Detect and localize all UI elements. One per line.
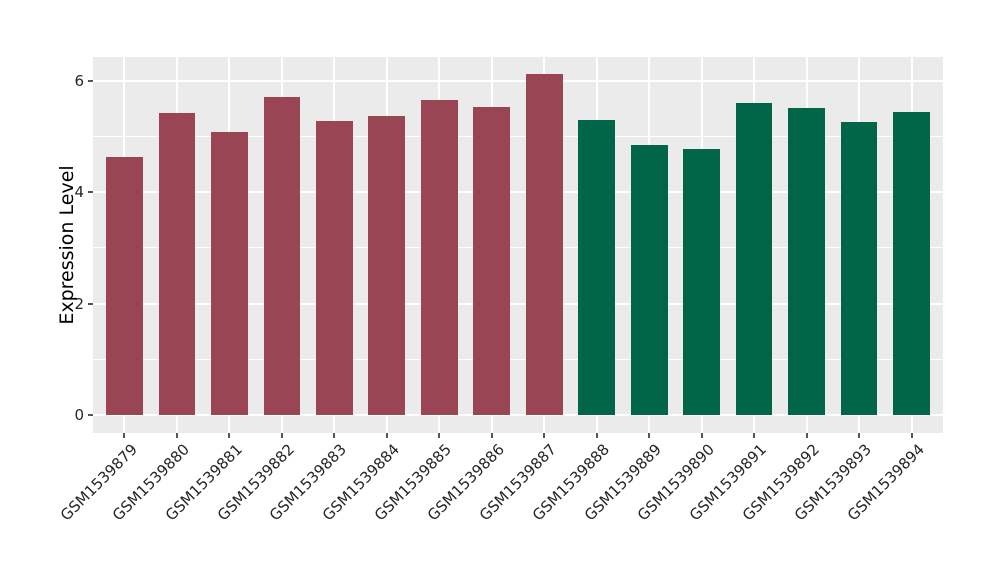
x-axis-tick	[123, 433, 126, 438]
gridline-horizontal-minor	[93, 358, 943, 360]
bar-GSM1539882	[263, 96, 301, 415]
x-axis-tick	[280, 433, 283, 438]
y-tick-label: 2	[74, 294, 84, 313]
y-tick-label: 4	[74, 183, 84, 202]
bar-GSM1539894	[893, 112, 930, 415]
gridline-horizontal-minor	[93, 136, 943, 138]
bar-GSM1539893	[840, 121, 878, 415]
bar-GSM1539888	[578, 119, 616, 415]
y-tick-label: 0	[74, 406, 84, 424]
x-axis-tick	[333, 433, 336, 438]
x-axis-tick	[805, 433, 808, 438]
x-axis-tick	[490, 433, 493, 438]
bar-GSM1539884	[368, 115, 406, 415]
gridline-horizontal-minor	[93, 247, 943, 249]
bar-GSM1539879	[106, 157, 143, 415]
y-axis-tick	[88, 191, 93, 194]
bar-GSM1539892	[788, 108, 825, 415]
bar-GSM1539880	[158, 113, 196, 415]
bar-GSM1539883	[315, 120, 353, 415]
x-axis-tick	[700, 433, 703, 438]
gridline-horizontal-major	[93, 79, 943, 82]
x-axis-tick	[438, 433, 441, 438]
bar-GSM1539889	[630, 145, 668, 415]
gridline-horizontal-major	[93, 414, 943, 416]
x-axis-tick	[175, 433, 178, 438]
bar-GSM1539890	[683, 149, 720, 415]
x-axis-tick	[910, 433, 913, 438]
gridline-horizontal-major	[93, 191, 943, 194]
x-axis-tick	[385, 433, 388, 438]
bar-GSM1539881	[211, 132, 248, 415]
x-axis-tick	[543, 433, 546, 438]
x-axis-tick	[228, 433, 231, 438]
bar-GSM1539886	[473, 107, 511, 415]
bar-GSM1539891	[735, 102, 773, 415]
gridline-horizontal-major	[93, 302, 943, 305]
bar-GSM1539887	[525, 73, 563, 415]
y-axis-tick	[88, 302, 93, 305]
x-axis-tick	[648, 433, 651, 438]
x-axis-tick	[595, 433, 598, 438]
x-axis-tick	[858, 433, 861, 438]
y-axis-tick	[88, 79, 93, 82]
y-axis-tick	[88, 414, 93, 416]
x-axis-tick	[753, 433, 756, 438]
y-tick-label: 6	[74, 71, 84, 90]
bar-GSM1539885	[420, 99, 458, 415]
